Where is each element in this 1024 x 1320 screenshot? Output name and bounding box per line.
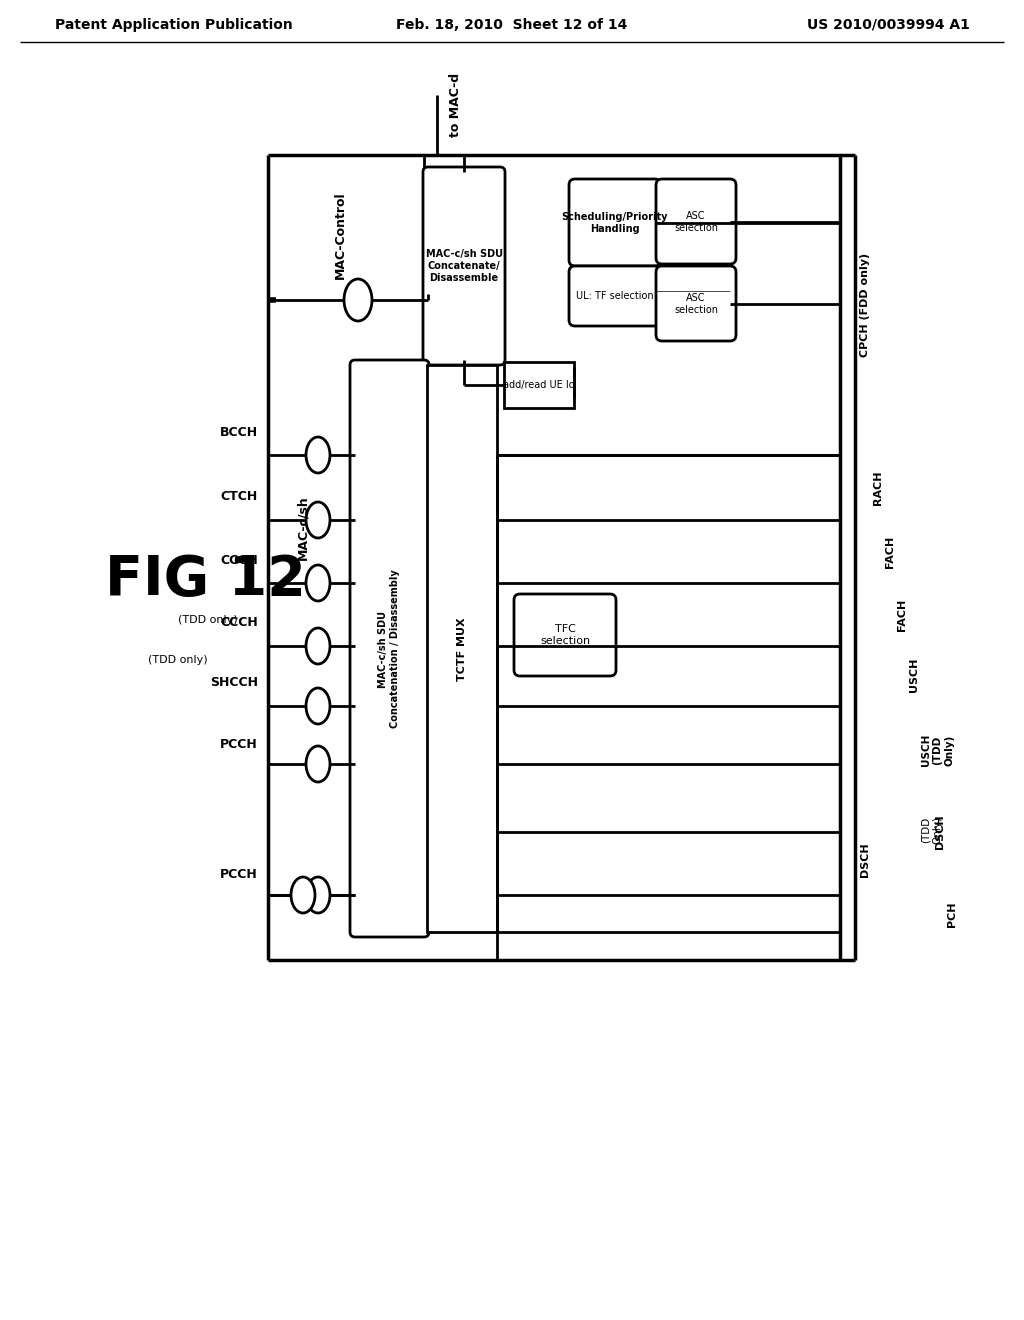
Text: DSCH: DSCH — [860, 842, 870, 878]
FancyBboxPatch shape — [656, 180, 736, 264]
Ellipse shape — [306, 876, 330, 913]
Text: PCCH: PCCH — [220, 869, 258, 882]
Text: CCCH: CCCH — [220, 616, 258, 630]
FancyBboxPatch shape — [569, 267, 662, 326]
Text: MAC-Control: MAC-Control — [334, 191, 346, 279]
Text: (TDD
Only): (TDD Only) — [921, 816, 943, 843]
Text: Scheduling/Priority
Handling: Scheduling/Priority Handling — [562, 213, 669, 234]
FancyBboxPatch shape — [569, 180, 662, 267]
Text: ASC
selection: ASC selection — [674, 293, 718, 314]
Ellipse shape — [344, 279, 372, 321]
Text: MAC-c/sh: MAC-c/sh — [297, 495, 309, 561]
Text: USCH: USCH — [909, 657, 919, 692]
Text: UL: TF selection: UL: TF selection — [577, 290, 653, 301]
Bar — [504, 362, 574, 408]
Ellipse shape — [306, 628, 330, 664]
Text: TFC
selection: TFC selection — [540, 624, 590, 645]
Text: FIG 12: FIG 12 — [105, 553, 306, 607]
Text: US 2010/0039994 A1: US 2010/0039994 A1 — [807, 18, 970, 32]
Ellipse shape — [306, 746, 330, 781]
Text: (TDD only): (TDD only) — [178, 615, 238, 624]
Ellipse shape — [291, 876, 315, 913]
Text: CTCH: CTCH — [221, 491, 258, 503]
Text: FACH: FACH — [885, 536, 895, 568]
Text: TCTF MUX: TCTF MUX — [457, 618, 467, 681]
Text: Patent Application Publication: Patent Application Publication — [55, 18, 293, 32]
Text: BCCH: BCCH — [220, 425, 258, 438]
Text: to MAC-d: to MAC-d — [449, 73, 462, 137]
Text: add/read UE Id: add/read UE Id — [503, 380, 574, 389]
Text: CCCH: CCCH — [220, 553, 258, 566]
FancyBboxPatch shape — [514, 594, 616, 676]
Bar — [424, 154, 840, 455]
FancyBboxPatch shape — [423, 168, 505, 366]
Text: MAC-c/sh SDU
Concatenate/
Disassemble: MAC-c/sh SDU Concatenate/ Disassemble — [426, 249, 503, 282]
Text: (TDD only): (TDD only) — [148, 655, 208, 665]
Text: USCH
(TDD
Only): USCH (TDD Only) — [921, 734, 954, 766]
Text: PCH: PCH — [947, 902, 957, 927]
Bar — [427, 366, 497, 932]
Ellipse shape — [306, 502, 330, 539]
FancyBboxPatch shape — [656, 267, 736, 341]
Text: CPCH (FDD only): CPCH (FDD only) — [860, 253, 870, 358]
Text: SHCCH: SHCCH — [210, 676, 258, 689]
Ellipse shape — [306, 565, 330, 601]
Ellipse shape — [306, 688, 330, 723]
Text: FACH: FACH — [897, 599, 907, 631]
Text: ASC
selection: ASC selection — [674, 211, 718, 232]
Text: MAC-c/sh SDU
Concatenation / Disassembly: MAC-c/sh SDU Concatenation / Disassembly — [378, 570, 399, 729]
Text: DSCH: DSCH — [935, 814, 945, 849]
Ellipse shape — [306, 437, 330, 473]
Text: Feb. 18, 2010  Sheet 12 of 14: Feb. 18, 2010 Sheet 12 of 14 — [396, 18, 628, 32]
Text: RACH: RACH — [873, 471, 883, 506]
Text: PCCH: PCCH — [220, 738, 258, 751]
FancyBboxPatch shape — [350, 360, 429, 937]
